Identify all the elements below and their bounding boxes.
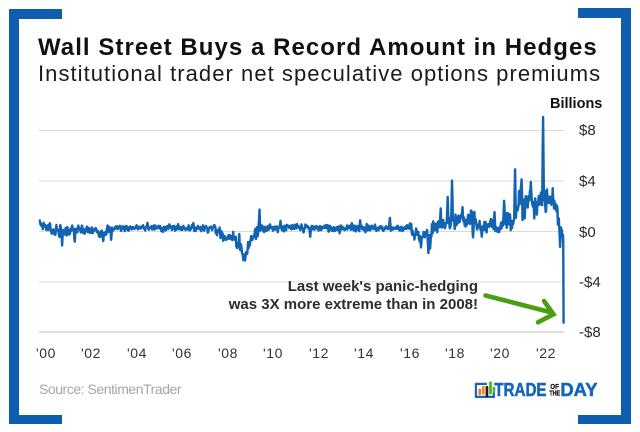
svg-text:THE: THE xyxy=(549,391,560,398)
svg-text:DAY: DAY xyxy=(560,379,598,400)
svg-text:TRADE: TRADE xyxy=(494,379,546,400)
svg-text:OF: OF xyxy=(550,384,559,391)
